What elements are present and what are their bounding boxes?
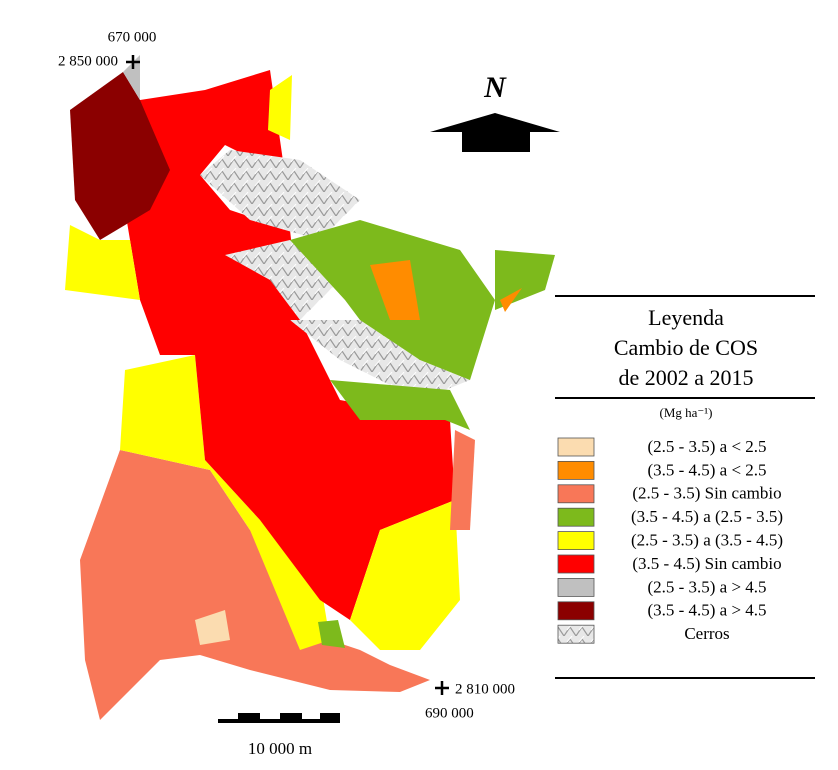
- legend-swatch: [557, 531, 595, 550]
- coord-y-top: 2 850 000: [58, 53, 118, 69]
- legend-swatch: [557, 437, 595, 457]
- legend: Leyenda Cambio de COS de 2002 a 2015 (Mg…: [555, 295, 815, 679]
- legend-title: de 2002 a 2015: [618, 365, 753, 390]
- legend-label: Cerros: [684, 624, 729, 643]
- scale-label: 10 000 m: [248, 739, 312, 758]
- legend-label: (3.5 - 4.5) Sin cambio: [632, 554, 781, 573]
- north-label: N: [483, 71, 507, 104]
- coord-y-bottom: 2 810 000: [455, 681, 515, 697]
- legend-swatch: [557, 484, 595, 504]
- legend-swatch: [557, 554, 595, 574]
- legend-label: (2.5 - 3.5) a < 2.5: [647, 437, 766, 456]
- legend-label: (3.5 - 4.5) a > 4.5: [647, 601, 766, 620]
- map-regions: [65, 55, 555, 720]
- legend-label: (2.5 - 3.5) Sin cambio: [632, 484, 781, 503]
- legend-swatch: [557, 460, 595, 480]
- legend-swatch: [557, 624, 595, 644]
- north-arrow: [430, 113, 560, 152]
- scale-bar: 10 000 m: [218, 713, 340, 758]
- legend-label: (2.5 - 3.5) a > 4.5: [647, 577, 766, 596]
- legend-title: Cambio de COS: [614, 335, 758, 360]
- coordinate-labels: 670 000 2 850 000 2 810 000 690 000: [58, 29, 515, 721]
- coord-x-bottom: 690 000: [425, 705, 474, 721]
- coord-cross: [435, 681, 449, 695]
- legend-title: Leyenda: [648, 305, 724, 330]
- coord-x-top: 670 000: [108, 29, 157, 45]
- legend-label: (3.5 - 4.5) a < 2.5: [647, 460, 766, 479]
- legend-swatch: [557, 507, 595, 527]
- legend-swatch: [557, 578, 595, 597]
- legend-label: (2.5 - 3.5) a (3.5 - 4.5): [631, 531, 783, 550]
- legend-swatch: [557, 601, 595, 621]
- legend-unit: (Mg ha⁻¹): [660, 405, 713, 420]
- legend-label: (3.5 - 4.5) a (2.5 - 3.5): [631, 507, 783, 526]
- coord-cross: [126, 55, 140, 69]
